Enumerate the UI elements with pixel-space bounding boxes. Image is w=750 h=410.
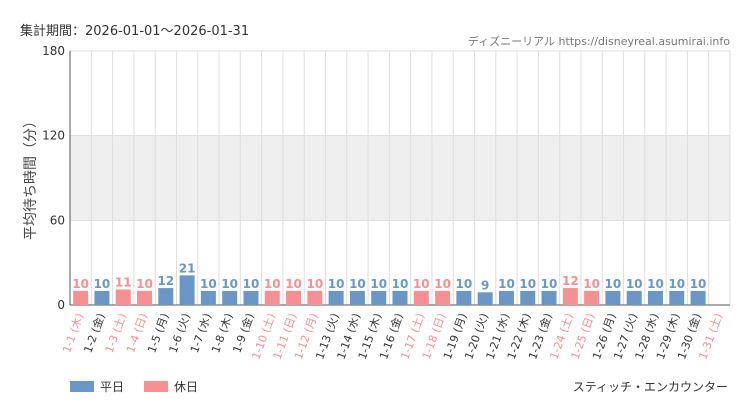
bar xyxy=(286,290,302,305)
data-label: 10 xyxy=(264,277,281,291)
data-label: 10 xyxy=(583,277,600,291)
bar xyxy=(562,288,578,305)
data-label: 10 xyxy=(413,277,430,291)
data-label: 10 xyxy=(647,277,664,291)
attraction-name: スティッチ・エンカウンター xyxy=(572,380,728,394)
data-label: 10 xyxy=(626,277,643,291)
shaded-band xyxy=(70,135,730,221)
bar xyxy=(264,290,280,305)
data-label: 10 xyxy=(72,277,89,291)
data-label: 10 xyxy=(392,277,409,291)
bar xyxy=(222,290,238,305)
weekday-swatch xyxy=(70,381,94,392)
data-label: 10 xyxy=(370,277,387,291)
data-label: 10 xyxy=(605,277,622,291)
bar xyxy=(477,292,493,305)
data-label: 10 xyxy=(456,277,473,291)
legend-label-weekday: 平日 xyxy=(100,380,125,394)
y-tick-label: 180 xyxy=(42,44,65,58)
bar xyxy=(498,290,514,305)
data-label: 10 xyxy=(243,277,260,291)
bar xyxy=(179,275,195,305)
bar xyxy=(73,290,89,305)
data-label: 12 xyxy=(562,274,579,288)
y-tick-label: 60 xyxy=(50,213,65,227)
data-label: 10 xyxy=(519,277,536,291)
data-label: 10 xyxy=(434,277,451,291)
bar xyxy=(137,290,153,305)
bar xyxy=(328,290,344,305)
data-label: 10 xyxy=(349,277,366,291)
data-label: 10 xyxy=(285,277,302,291)
holiday-swatch xyxy=(144,381,169,392)
data-label: 10 xyxy=(94,277,111,291)
data-label: 11 xyxy=(115,275,132,289)
data-label: 10 xyxy=(306,277,323,291)
data-label: 21 xyxy=(179,261,196,275)
bar xyxy=(94,290,110,305)
bar xyxy=(626,290,642,305)
bar xyxy=(371,290,387,305)
legend-item-holiday: 休日 xyxy=(144,378,198,395)
bar xyxy=(541,290,557,305)
y-axis-layer: 0 60 120 180 xyxy=(42,44,71,312)
bar-layer xyxy=(73,275,706,305)
data-label: 10 xyxy=(690,277,707,291)
data-label: 10 xyxy=(541,277,558,291)
data-label: 9 xyxy=(481,278,489,292)
bar xyxy=(435,290,451,305)
data-label: 10 xyxy=(498,277,515,291)
grid-layer xyxy=(69,50,731,306)
bar xyxy=(690,290,706,305)
data-label: 12 xyxy=(157,274,174,288)
bar xyxy=(520,290,536,305)
bar xyxy=(584,290,600,305)
bar xyxy=(158,288,174,305)
data-label: 10 xyxy=(221,277,238,291)
legend: 平日 休日 xyxy=(70,378,198,395)
bar xyxy=(307,290,323,305)
legend-label-holiday: 休日 xyxy=(174,380,199,394)
data-label: 10 xyxy=(328,277,345,291)
y-axis-title: 平均待ち時間（分） xyxy=(23,114,39,240)
bar xyxy=(413,290,429,305)
bar xyxy=(456,290,472,305)
bar xyxy=(605,290,621,305)
bar xyxy=(647,290,663,305)
y-tick-label: 0 xyxy=(57,298,65,312)
site-credit: ディズニーリアル https://disneyreal.asumirai.inf… xyxy=(467,35,730,48)
period-label: 集計期間：2026-01-01〜2026-01-31 xyxy=(20,24,250,39)
x-tick-layer: 1-1 (木)1-2 (金)1-3 (土)1-4 (日)1-5 (月)1-6 (… xyxy=(60,311,725,361)
bar xyxy=(243,290,259,305)
data-label: 10 xyxy=(200,277,217,291)
shaded-band-layer xyxy=(70,135,730,221)
bar xyxy=(349,290,365,305)
bar xyxy=(115,289,131,305)
data-label: 10 xyxy=(136,277,153,291)
data-label: 10 xyxy=(668,277,685,291)
bar xyxy=(669,290,685,305)
legend-item-weekday: 平日 xyxy=(70,378,124,395)
bar xyxy=(392,290,408,305)
bar xyxy=(200,290,216,305)
y-tick-label: 120 xyxy=(42,129,65,143)
